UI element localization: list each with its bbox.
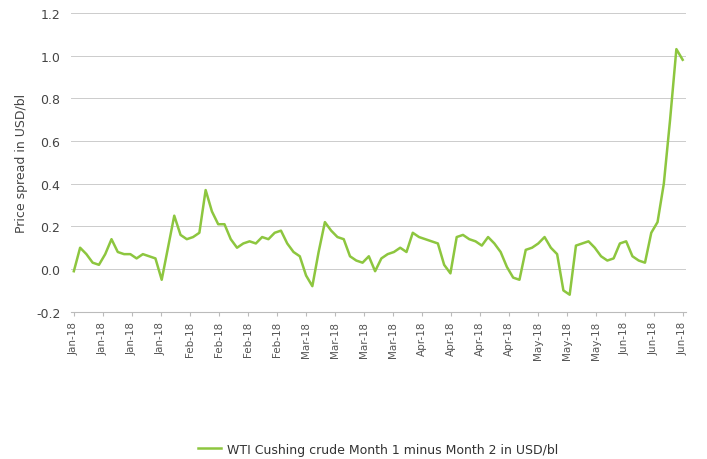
WTI Cushing crude Month 1 minus Month 2 in USD/bl: [679, 58, 687, 63]
WTI Cushing crude Month 1 minus Month 2 in USD/bl: [119, 252, 128, 257]
Y-axis label: Price spread in USD/bl: Price spread in USD/bl: [15, 94, 28, 232]
WTI Cushing crude Month 1 minus Month 2 in USD/bl: [409, 230, 417, 236]
WTI Cushing crude Month 1 minus Month 2 in USD/bl: [672, 47, 681, 53]
WTI Cushing crude Month 1 minus Month 2 in USD/bl: [534, 241, 542, 246]
WTI Cushing crude Month 1 minus Month 2 in USD/bl: [107, 237, 116, 242]
Legend: WTI Cushing crude Month 1 minus Month 2 in USD/bl: WTI Cushing crude Month 1 minus Month 2 …: [193, 438, 563, 459]
WTI Cushing crude Month 1 minus Month 2 in USD/bl: [358, 260, 367, 266]
WTI Cushing crude Month 1 minus Month 2 in USD/bl: [452, 235, 461, 240]
Line: WTI Cushing crude Month 1 minus Month 2 in USD/bl: WTI Cushing crude Month 1 minus Month 2 …: [74, 50, 683, 295]
WTI Cushing crude Month 1 minus Month 2 in USD/bl: [69, 269, 78, 274]
WTI Cushing crude Month 1 minus Month 2 in USD/bl: [566, 292, 574, 298]
